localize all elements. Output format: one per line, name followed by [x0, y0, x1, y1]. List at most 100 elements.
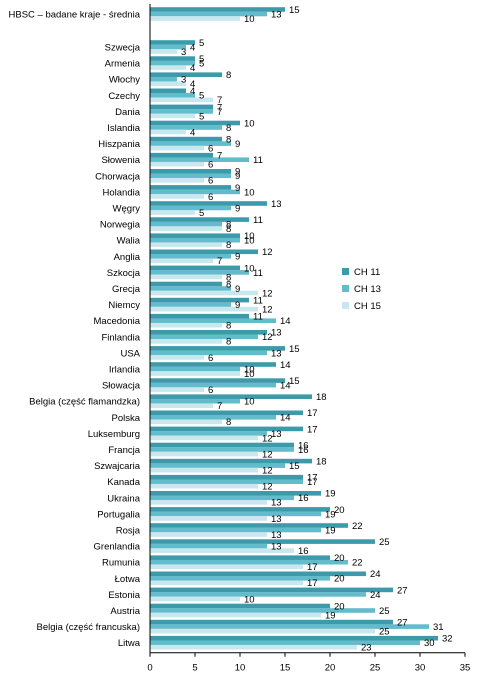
category-label: Grecja [112, 284, 141, 295]
category-label: Anglia [114, 252, 141, 263]
bar [150, 141, 231, 146]
data-label: 6 [208, 144, 213, 155]
data-label: 10 [244, 14, 255, 25]
category-label: Portugalia [97, 509, 140, 520]
x-tick-label: 25 [370, 663, 381, 674]
data-label: 12 [262, 247, 273, 258]
legend-label: CH 13 [354, 284, 381, 295]
data-label: 17 [307, 578, 318, 589]
data-label: 9 [235, 284, 240, 295]
bar [150, 419, 222, 425]
bar [150, 426, 303, 432]
data-label: 8 [226, 224, 231, 235]
legend-swatch [342, 268, 349, 275]
data-label: 5 [199, 59, 204, 70]
data-label: 6 [208, 385, 213, 396]
data-label: 16 [298, 445, 309, 456]
data-label: 30 [424, 638, 435, 649]
category-label: Szwecja [105, 43, 141, 54]
category-label: HBSC – badane kraje - średnia [9, 10, 141, 21]
data-label: 24 [370, 590, 381, 601]
category-label: Grenlandia [94, 542, 141, 553]
bar [150, 350, 267, 356]
category-label: Walia [117, 236, 141, 247]
category-label: Słowenia [101, 155, 140, 166]
data-label: 10 [244, 397, 255, 408]
data-label: 22 [352, 558, 363, 569]
bar [150, 447, 294, 452]
bar [150, 523, 348, 528]
bar [150, 564, 303, 569]
data-label: 13 [271, 530, 282, 541]
x-tick-label: 10 [235, 663, 246, 674]
data-label: 27 [397, 585, 408, 596]
data-label: 8 [226, 337, 231, 348]
bar [150, 596, 240, 602]
data-label: 18 [316, 457, 327, 468]
bar [150, 532, 267, 537]
bar [150, 415, 276, 420]
data-label: 25 [379, 606, 390, 617]
bar [150, 81, 186, 86]
bar [150, 318, 276, 323]
category-label: Łotwa [115, 574, 141, 585]
data-label: 12 [262, 482, 273, 493]
data-label: 9 [235, 183, 240, 194]
data-label: 14 [280, 316, 291, 327]
data-label: 9 [235, 203, 240, 214]
bar [150, 49, 177, 54]
data-label: 10 [244, 231, 255, 242]
category-label: Ukraina [107, 493, 140, 504]
bar [150, 189, 240, 195]
bar [150, 249, 258, 255]
data-label: 16 [298, 493, 309, 504]
data-label: 8 [226, 135, 231, 146]
data-label: 14 [280, 381, 291, 392]
data-label: 9 [235, 300, 240, 311]
category-label: Czechy [108, 91, 140, 102]
category-label: Niemcy [108, 300, 140, 311]
data-label: 19 [325, 610, 336, 621]
data-label: 11 [253, 268, 263, 279]
data-label: 16 [298, 440, 309, 451]
data-label: 15 [289, 461, 300, 472]
data-label: 13 [271, 429, 282, 440]
bar [150, 60, 195, 66]
data-label: 13 [271, 199, 282, 210]
bar [150, 210, 195, 215]
bar [150, 527, 321, 533]
data-label: 8 [226, 279, 231, 290]
data-label: 17 [307, 477, 318, 488]
bar [150, 474, 303, 480]
bar [150, 442, 294, 448]
bar [150, 612, 321, 618]
data-label: 15 [289, 344, 300, 355]
bar [150, 113, 195, 119]
category-label: Litwa [118, 638, 141, 649]
category-label: Estonia [108, 590, 140, 601]
data-label: 5 [199, 38, 204, 49]
bar [150, 302, 231, 307]
bar [150, 270, 249, 275]
data-label: 13 [271, 542, 282, 553]
bar [150, 217, 249, 222]
data-label: 15 [289, 376, 300, 387]
bar [150, 371, 240, 376]
bar [150, 587, 393, 593]
data-label: 18 [316, 392, 327, 403]
data-label: 20 [334, 601, 345, 612]
data-label: 3 [181, 47, 186, 58]
bar [150, 16, 240, 21]
x-tick-label: 5 [192, 663, 197, 674]
data-label: 8 [226, 417, 231, 428]
legend-label: CH 15 [354, 301, 381, 312]
data-label: 7 [217, 401, 222, 412]
bar [150, 185, 231, 190]
bar [150, 334, 258, 340]
bar [150, 366, 240, 372]
data-label: 7 [217, 95, 222, 106]
bar [150, 500, 267, 505]
bar [150, 65, 186, 70]
data-label: 7 [217, 107, 222, 118]
